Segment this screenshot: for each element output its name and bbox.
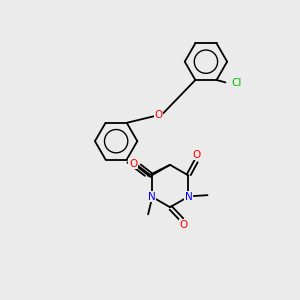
Text: N: N	[148, 192, 155, 202]
Text: O: O	[155, 110, 163, 120]
Text: Cl: Cl	[232, 78, 242, 88]
Text: O: O	[129, 159, 137, 169]
Text: N: N	[184, 192, 192, 202]
Text: O: O	[193, 150, 201, 160]
Text: O: O	[179, 220, 188, 230]
